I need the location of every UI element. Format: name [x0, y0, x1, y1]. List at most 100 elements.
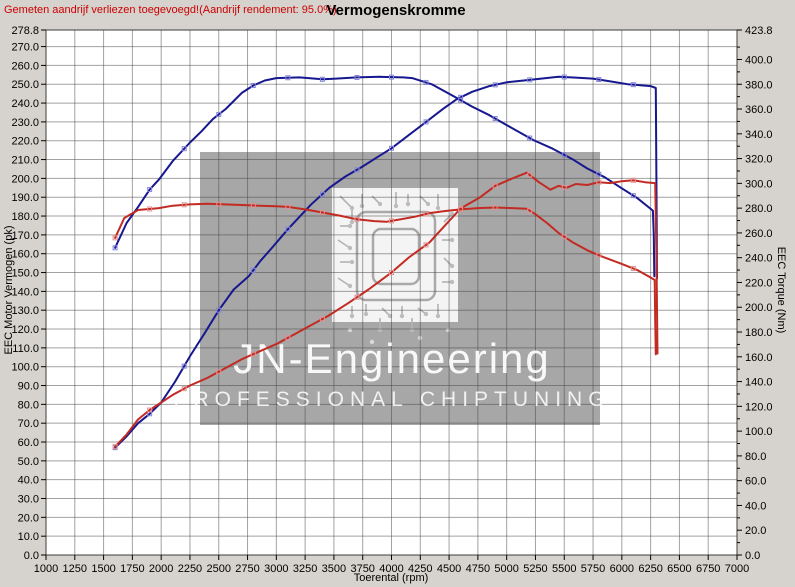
sample-marker-power-original [423, 242, 429, 248]
chip-pad [425, 201, 431, 207]
chip-pad [347, 283, 353, 289]
chip-pad [449, 211, 455, 217]
axis-tick-label: 100.0 [11, 362, 39, 374]
sample-marker-torque-tuned [147, 187, 153, 193]
chip-trace [337, 277, 351, 287]
sample-marker-torque-original [389, 218, 394, 224]
sample-marker-power-tuned [527, 77, 533, 83]
curve-torque-tuned [114, 75, 656, 278]
axis-tick-label: 1250 [63, 563, 87, 575]
axis-tick-label: 400.0 [745, 54, 773, 66]
axis-tick-label: 220.0 [11, 136, 39, 148]
chip-pad [435, 205, 441, 211]
axis-tick-label: 70.0 [18, 418, 39, 430]
axis-tick-label: 40.0 [745, 500, 766, 512]
sample-marker-power-original [216, 369, 222, 375]
sample-marker-power-original [389, 270, 394, 276]
axis-tick-label: 340.0 [745, 129, 773, 141]
drivetrain-loss-note: Gemeten aandrijf verliezen toegevoegd!(A… [4, 4, 337, 16]
axis-tick-label: 150.0 [11, 268, 39, 280]
sample-marker-torque-tuned [319, 76, 325, 82]
axis-tick-label: 4500 [437, 563, 461, 575]
axis-tick-label: 80.0 [745, 451, 766, 463]
watermark-tagline-text: PROFESSIONAL CHIPTUNING [173, 388, 610, 411]
sample-marker-torque-tuned [561, 152, 567, 158]
x-axis-title: Toerental (rpm) [353, 572, 429, 584]
sample-marker-power-original [319, 316, 325, 322]
axis-tick-label: 1000 [34, 563, 58, 575]
sample-marker-torque-original [285, 204, 291, 210]
sample-marker-torque-tuned [285, 75, 291, 81]
chip-pad [449, 279, 455, 285]
axis-tick-label: 80.0 [18, 399, 39, 411]
chip-pad [377, 327, 383, 333]
axis-tick-label: 140.0 [11, 286, 39, 298]
axis-tick-label: 5750 [581, 563, 605, 575]
axis-tick-label: 50.0 [18, 456, 39, 468]
axis-tick-label: 2000 [149, 563, 173, 575]
axis-tick-label: 20.0 [18, 512, 39, 524]
curve-power-tuned [114, 75, 658, 449]
sample-marker-torque-tuned [458, 97, 464, 103]
sample-marker-power-tuned [492, 82, 498, 88]
axis-tick-label: 240.0 [745, 253, 773, 265]
axis-tick-label: 5250 [523, 563, 547, 575]
sample-marker-torque-original [112, 235, 118, 241]
axis-tick-label: 1500 [91, 563, 115, 575]
chip-pad [369, 339, 375, 345]
axis-tick-label: 260.0 [11, 60, 39, 72]
axis-tick-label: 423.8 [745, 25, 773, 37]
axis-tick-label: 320.0 [745, 154, 773, 166]
axis-tick-label: 220.0 [745, 277, 773, 289]
left-axis-title: EEC Motor Vermogen (pk) [3, 225, 15, 355]
axis-tick-label: 2750 [235, 563, 259, 575]
chip-pad [349, 219, 355, 225]
sample-marker-torque-original [630, 265, 636, 271]
axis-tick-label: 6250 [638, 563, 662, 575]
sample-marker-torque-tuned [492, 116, 498, 122]
axis-tick-label: 190.0 [11, 192, 39, 204]
axis-tick-label: 6500 [667, 563, 691, 575]
chip-pad [409, 327, 415, 333]
axis-tick-label: 250.0 [11, 79, 39, 91]
sample-marker-torque-original [147, 206, 153, 212]
axis-tick-label: 0.0 [745, 550, 760, 562]
chip-outline-outer [355, 210, 437, 302]
axis-tick-label: 5500 [552, 563, 576, 575]
axis-tick-label: 200.0 [745, 302, 773, 314]
chip-trace [337, 239, 351, 249]
chip-pad [359, 203, 365, 209]
chip-pad [347, 245, 353, 251]
axis-tick-label: 110.0 [12, 343, 39, 355]
sample-marker-torque-original [527, 208, 533, 214]
axis-tick-label: 300.0 [745, 178, 773, 190]
axis-tick-label: 120.0 [11, 324, 39, 336]
axis-tick-label: 2250 [178, 563, 202, 575]
axis-tick-label: 160.0 [745, 352, 773, 364]
sample-marker-power-original [527, 172, 533, 178]
sample-marker-power-original [147, 407, 153, 413]
sample-marker-power-original [181, 386, 187, 392]
chip-trace [339, 195, 353, 209]
sample-marker-power-original [250, 351, 256, 357]
axis-tick-label: 230.0 [11, 117, 39, 129]
sample-marker-torque-original [181, 202, 187, 208]
sample-marker-power-original [492, 183, 498, 189]
chip-pad [399, 313, 405, 319]
sample-marker-power-tuned [216, 307, 222, 313]
watermark-brand-text: JN-Engineering [233, 335, 551, 382]
axis-tick-label: 4250 [408, 563, 432, 575]
axis-tick-label: 120.0 [745, 401, 773, 413]
sample-marker-power-tuned [285, 226, 291, 232]
chip-pad [423, 311, 429, 317]
sample-marker-power-original [596, 179, 602, 185]
axis-tick-label: 360.0 [745, 104, 773, 116]
axis-tick-label: 1750 [120, 563, 144, 575]
chip-outline-inner [371, 227, 421, 286]
axis-tick-label: 180.0 [745, 327, 773, 339]
chip-pad [449, 237, 455, 243]
axis-tick-label: 3250 [293, 563, 317, 575]
axis-tick-label: 140.0 [745, 377, 773, 389]
curve-power-original [114, 171, 659, 448]
